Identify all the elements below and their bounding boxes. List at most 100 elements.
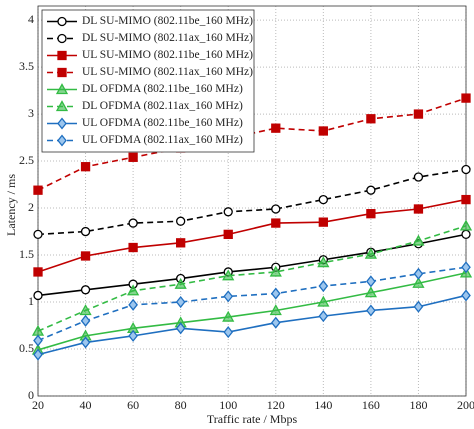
marker [364, 286, 377, 298]
y-tick-label: 2 [28, 200, 34, 214]
y-tick-label: 3 [28, 106, 34, 120]
legend-marker [57, 134, 67, 147]
series-line [37, 294, 467, 356]
marker [33, 290, 43, 301]
marker [223, 207, 233, 217]
legend-marker [57, 67, 67, 78]
marker [223, 229, 233, 240]
marker [127, 284, 140, 296]
legend-marker [55, 83, 69, 95]
marker [79, 304, 92, 316]
marker [176, 216, 186, 226]
marker [270, 287, 281, 300]
x-tick-label: 140 [314, 398, 332, 412]
legend-label: DL SU-MIMO (802.11be_160 MHz) [82, 15, 253, 27]
y-tick-label: 3.5 [19, 59, 34, 73]
marker [175, 295, 186, 309]
y-tick-label: 0.5 [19, 341, 34, 355]
series-line [37, 198, 467, 273]
marker [413, 109, 424, 119]
marker [459, 219, 473, 231]
marker [317, 256, 330, 268]
marker [222, 310, 235, 322]
legend-label: UL SU-MIMO (802.11ax_160 MHz) [82, 66, 253, 78]
marker [270, 316, 281, 329]
marker [318, 194, 328, 205]
series-line [37, 168, 467, 236]
marker [318, 126, 328, 136]
marker [33, 229, 43, 240]
marker [364, 247, 377, 259]
marker [413, 172, 424, 182]
legend-label: DL OFDMA (802.11ax_160 MHz) [82, 100, 243, 112]
x-tick-label: 180 [409, 398, 427, 412]
y-tick-label: 0 [28, 388, 34, 402]
legend-label: UL OFDMA (802.11ax_160 MHz) [82, 134, 243, 146]
marker [175, 322, 186, 335]
marker [413, 204, 424, 214]
y-tick-label: 1.5 [19, 247, 34, 261]
marker [271, 123, 281, 133]
marker [80, 251, 91, 261]
series-line [37, 233, 467, 297]
legend-label: DL SU-MIMO (802.11ax_160 MHz) [82, 32, 253, 44]
marker [413, 267, 424, 280]
legend-marker [55, 100, 69, 112]
x-tick-label: 120 [267, 398, 285, 412]
marker [366, 275, 376, 288]
marker [366, 209, 376, 219]
marker [269, 304, 282, 316]
legend-marker [57, 16, 67, 27]
marker [128, 152, 138, 162]
marker [366, 114, 376, 124]
marker [128, 218, 138, 228]
legend-marker [57, 117, 67, 130]
x-tick-label: 60 [127, 398, 139, 412]
y-axis-label: Latency / ms [4, 174, 18, 236]
y-tick-label: 2.5 [19, 153, 34, 167]
marker [461, 93, 471, 103]
x-tick-label: 80 [175, 398, 187, 412]
marker [271, 204, 281, 214]
x-tick-label: 200 [457, 398, 474, 412]
marker [128, 298, 138, 311]
series-line [37, 266, 467, 342]
x-tick-label: 100 [219, 398, 237, 412]
x-tick-label: 20 [32, 398, 44, 412]
legend: DL SU-MIMO (802.11be_160 MHz) DL SU-MIMO … [41, 9, 255, 153]
legend-marker [57, 50, 67, 61]
marker [318, 280, 329, 293]
legend-marker [57, 33, 67, 44]
legend-label: UL SU-MIMO (802.11be_160 MHz) [82, 49, 253, 61]
legend-label: DL OFDMA (802.11be_160 MHz) [82, 83, 243, 95]
marker [412, 276, 425, 288]
series-line [37, 272, 467, 351]
y-tick-label: 4 [28, 12, 34, 26]
marker [366, 185, 376, 195]
marker [80, 162, 91, 172]
legend-box [41, 9, 255, 153]
marker [176, 238, 186, 248]
marker [174, 277, 187, 289]
marker [128, 242, 138, 253]
marker [128, 329, 138, 342]
marker [366, 304, 376, 317]
marker [269, 265, 282, 277]
marker [222, 269, 235, 281]
y-tick-label: 1 [28, 294, 34, 308]
marker [80, 285, 91, 295]
marker [413, 300, 424, 313]
marker [317, 295, 330, 307]
marker [33, 334, 43, 347]
marker [461, 289, 471, 302]
marker [223, 290, 234, 303]
marker [80, 336, 91, 349]
marker [461, 194, 471, 205]
marker [461, 229, 471, 240]
legend-label: UL OFDMA (802.11be_160 MHz) [82, 117, 243, 129]
series-line [37, 225, 467, 332]
marker [271, 218, 281, 228]
marker [318, 217, 328, 227]
x-axis-label: Traffic rate / Mbps [207, 412, 298, 426]
